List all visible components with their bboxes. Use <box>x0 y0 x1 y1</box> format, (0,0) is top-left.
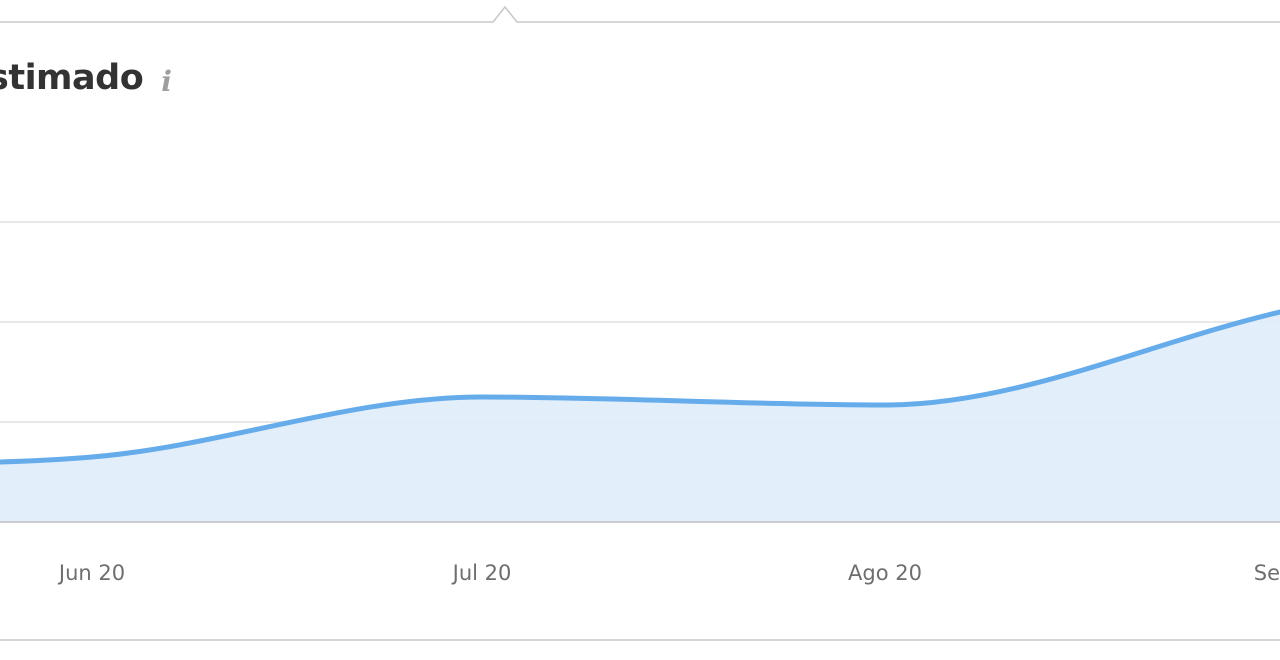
series-line <box>0 309 1280 465</box>
x-tick-label: Jun 20 <box>57 561 125 585</box>
x-tick-label: Jul 20 <box>451 561 512 585</box>
series-area <box>0 312 1280 522</box>
chart-header: stimado i <box>0 58 172 98</box>
x-tick-label: Se <box>1254 561 1280 585</box>
x-axis-ticks: Jun 20 Jul 20 Ago 20 Se <box>57 561 1280 585</box>
panel-top-border-with-caret <box>0 5 1280 23</box>
info-icon[interactable]: i <box>161 64 172 98</box>
x-tick-label: Ago 20 <box>848 561 922 585</box>
chart-title: stimado <box>0 58 144 98</box>
